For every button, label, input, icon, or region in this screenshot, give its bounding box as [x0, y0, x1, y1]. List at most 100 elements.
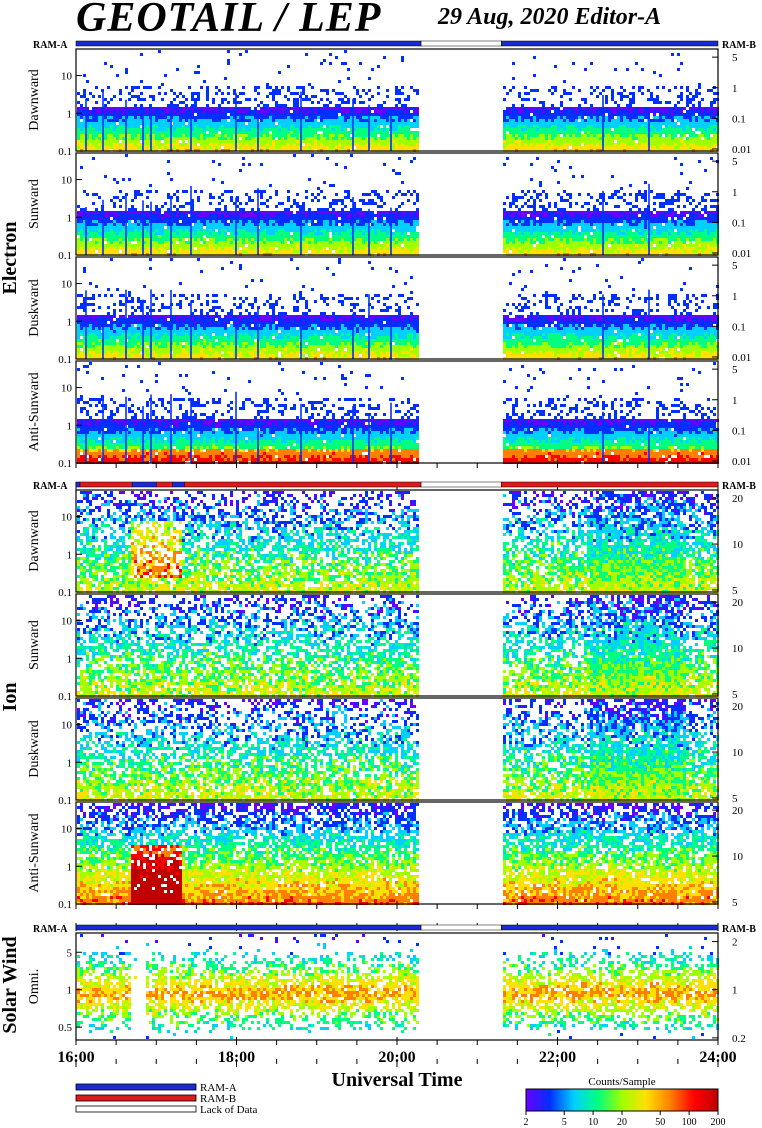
- mode-segment: [156, 482, 172, 487]
- right-tick-label: 5: [732, 260, 738, 272]
- right-tick-label: 20: [732, 805, 744, 817]
- right-tick-label: 0.1: [732, 217, 746, 229]
- x-tick-label: 16:00: [57, 1049, 94, 1066]
- right-tick-label: 1: [732, 291, 738, 303]
- left-tick-label: 1: [67, 316, 73, 328]
- x-tick-label: 24:00: [699, 1049, 736, 1066]
- left-tick-label: 1: [67, 212, 73, 224]
- mode-segment: [76, 482, 80, 487]
- right-tick-label: 10: [732, 643, 744, 655]
- mode-segment: [76, 41, 421, 46]
- right-tick-label: 0.1: [732, 321, 746, 333]
- mode-segment: [421, 41, 501, 46]
- legend-swatch: [76, 1095, 196, 1101]
- panel-label: Anti-Sunward: [27, 372, 42, 451]
- mode-right-label: RAM-B: [722, 40, 756, 51]
- colorbar-tick-label: 200: [711, 1117, 726, 1128]
- left-tick-label: 10: [61, 279, 73, 291]
- left-tick-label: 0.1: [58, 354, 72, 366]
- right-tick-label: 5: [732, 156, 738, 168]
- colorbar-tick-label: 100: [682, 1117, 697, 1128]
- mode-left-label: RAM-A: [33, 924, 68, 935]
- panel-label: Dawnward: [27, 510, 42, 571]
- legend-swatch: [76, 1084, 196, 1090]
- x-tick-label: 20:00: [378, 1049, 415, 1066]
- x-tick-label: 22:00: [539, 1049, 576, 1066]
- right-tick-label: 1: [732, 395, 738, 407]
- right-tick-label: 1: [732, 985, 738, 997]
- mode-right-label: RAM-B: [722, 924, 756, 935]
- panel-label: Anti-Sunward: [27, 813, 42, 892]
- mode-segment: [501, 41, 718, 46]
- right-tick-label: 5: [732, 585, 738, 597]
- colorbar-tick-label: 5: [562, 1117, 567, 1128]
- colorbar-tick-label: 10: [588, 1117, 598, 1128]
- right-tick-label: 0.1: [732, 425, 746, 437]
- colorbar: [526, 1089, 718, 1111]
- panel-label: Sunward: [27, 620, 42, 670]
- right-tick-label: 1: [732, 187, 738, 199]
- mode-segment: [76, 925, 421, 930]
- right-tick-label: 5: [732, 52, 738, 64]
- colorbar-tick-label: 2: [524, 1117, 529, 1128]
- section-label: Electron: [0, 222, 21, 295]
- section-electron: RAM-A RAM-B Electron Dawnward 10 1 0.1 5 1 0.1 0.0…: [0, 40, 756, 490]
- mode-left-label: RAM-A: [33, 40, 68, 51]
- left-tick-label: 10: [61, 175, 73, 187]
- mode-right-label: RAM-B: [722, 481, 756, 492]
- panel-label: Omni.: [27, 969, 42, 1004]
- mode-segment: [501, 925, 718, 930]
- left-tick-label: 10: [61, 824, 73, 836]
- right-tick-label: 10: [732, 539, 744, 551]
- colorbar-tick-label: 20: [617, 1117, 627, 1128]
- left-tick-label: 0.1: [58, 899, 72, 911]
- mode-segment: [184, 482, 421, 487]
- right-tick-label: 0.2: [732, 1033, 746, 1045]
- section-label: Ion: [0, 683, 21, 712]
- left-tick-label: 0.1: [58, 691, 72, 703]
- colorbar-tick-label: 50: [655, 1117, 665, 1128]
- right-tick-label: 10: [732, 747, 744, 759]
- right-tick-label: 5: [732, 793, 738, 805]
- left-tick-label: 10: [61, 71, 73, 83]
- legend-label: Lack of Data: [200, 1104, 258, 1116]
- left-tick-label: 0.1: [58, 146, 72, 158]
- panel-sunward: Sunward 10 1 0.1 5 1 0.1 0.01: [27, 153, 751, 262]
- right-tick-label: 5: [732, 897, 738, 909]
- right-tick-label: 0.01: [732, 144, 751, 156]
- mode-segment: [421, 925, 501, 930]
- mode-segment: [421, 482, 501, 487]
- right-tick-label: 1: [732, 83, 738, 95]
- left-tick-label: 0.1: [58, 250, 72, 262]
- left-tick-label: 10: [61, 720, 73, 732]
- left-tick-label: 0.1: [58, 795, 72, 807]
- right-tick-label: 0.01: [732, 248, 751, 260]
- right-tick-label: 0.01: [732, 352, 751, 364]
- mode-segment: [501, 482, 718, 487]
- left-tick-label: 0.1: [58, 458, 72, 470]
- panel-label: Sunward: [27, 179, 42, 229]
- right-tick-label: 0.01: [732, 456, 751, 468]
- x-axis-label: Universal Time: [332, 1069, 463, 1091]
- x-tick-label: 18:00: [218, 1049, 255, 1066]
- left-tick-label: 1: [67, 757, 73, 769]
- mode-segment: [80, 482, 132, 487]
- left-tick-label: 0.5: [58, 1022, 72, 1034]
- left-tick-label: 5: [67, 947, 73, 959]
- section-label: Solar Wind: [0, 936, 21, 1033]
- panel-label: Dawnward: [27, 69, 42, 130]
- right-tick-label: 2: [732, 937, 738, 949]
- left-tick-label: 1: [67, 861, 73, 873]
- right-tick-label: 20: [732, 597, 744, 609]
- mode-segment: [132, 482, 156, 487]
- left-tick-label: 0.1: [58, 587, 72, 599]
- panel-label: Duskward: [27, 720, 42, 778]
